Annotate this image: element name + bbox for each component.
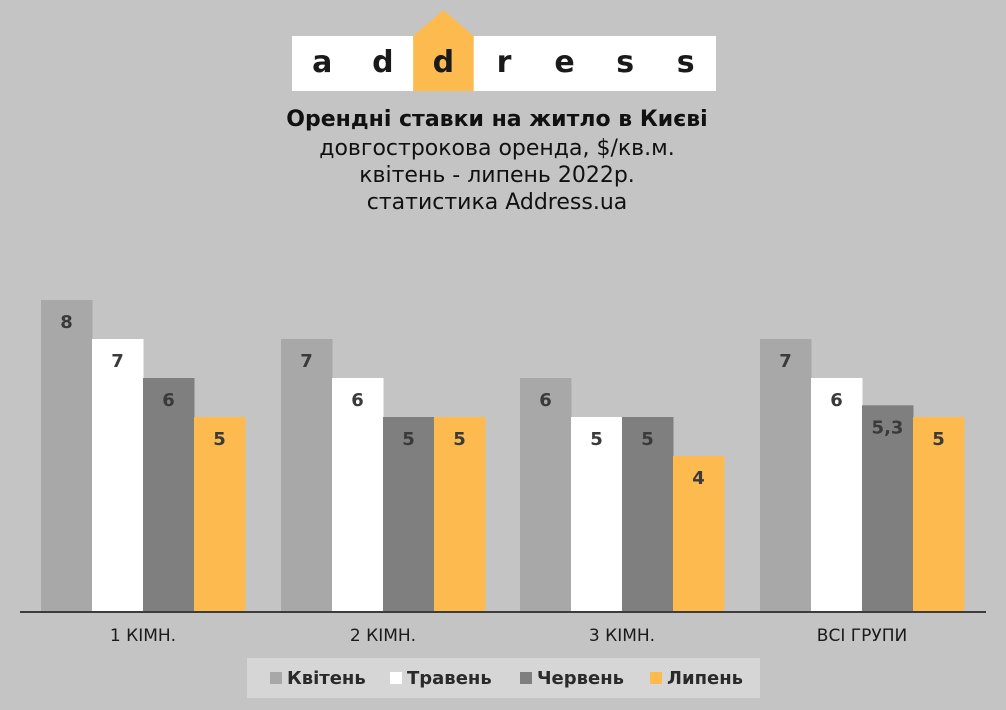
legend-swatch <box>270 672 282 684</box>
bar-value-label: 6 <box>539 390 552 411</box>
bar <box>571 417 623 612</box>
legend-swatch <box>520 672 532 684</box>
bar <box>913 417 965 612</box>
legend-label: Липень <box>667 668 743 689</box>
bar-group: 8 7 6 5 <box>41 300 246 612</box>
bar <box>41 300 93 612</box>
bar <box>281 339 333 612</box>
logo-letter: a <box>312 45 332 80</box>
legend-label: Травень <box>407 668 492 689</box>
logo-box <box>292 36 716 91</box>
bar <box>332 378 384 612</box>
legend-item: Квітень <box>270 668 366 689</box>
bar <box>434 417 486 612</box>
legend-item: Травень <box>390 668 492 689</box>
bar-value-label: 5,3 <box>872 417 904 438</box>
legend: Квітень Травень Червень Липень <box>270 668 743 689</box>
logo-letter: d <box>433 45 454 80</box>
bar-value-label: 7 <box>111 351 124 372</box>
logo-letter: s <box>616 45 634 80</box>
bar <box>862 405 914 612</box>
bar <box>760 339 812 612</box>
category-label: 3 КІМН. <box>589 626 655 646</box>
bar-value-label: 5 <box>453 429 466 450</box>
bar <box>622 417 674 612</box>
bar-value-label: 6 <box>162 390 175 411</box>
bar <box>143 378 195 612</box>
legend-swatch <box>390 672 402 684</box>
logo-letter: d <box>372 45 393 80</box>
bar-value-label: 5 <box>641 429 654 450</box>
logo-letter: s <box>677 45 695 80</box>
legend-swatch <box>650 672 662 684</box>
chart-header: Орендні ставки на житло в Києві довгостр… <box>286 107 707 215</box>
bar-value-label: 8 <box>60 312 73 333</box>
legend-item: Липень <box>650 668 743 689</box>
chart-subtitle-line-2: квітень - липень 2022р. <box>359 163 635 188</box>
bar-value-label: 5 <box>932 429 945 450</box>
category-label: 1 КІМН. <box>110 626 176 646</box>
bar-value-label: 6 <box>351 390 364 411</box>
logo-letter: r <box>497 45 512 80</box>
bar-value-label: 5 <box>590 429 603 450</box>
chart-subtitle-line-3: статистика Address.ua <box>367 190 628 215</box>
chart-title: Орендні ставки на житло в Києві <box>286 107 707 132</box>
bar-group: 7 6 5 5 <box>281 339 486 612</box>
legend-background <box>247 658 760 698</box>
legend-label: Квітень <box>287 668 366 689</box>
bar-value-label: 6 <box>830 390 843 411</box>
chart-subtitle-line-1: довгострокова оренда, $/кв.м. <box>319 136 674 161</box>
logo-house-icon <box>413 10 474 91</box>
logo-letter: e <box>554 45 574 80</box>
bar <box>383 417 435 612</box>
legend-item: Червень <box>520 668 624 689</box>
bar <box>92 339 144 612</box>
bar-value-label: 7 <box>779 351 792 372</box>
bar <box>673 456 725 612</box>
bar <box>194 417 246 612</box>
category-label: ВСІ ГРУПИ <box>817 626 907 646</box>
category-labels: 1 КІМН. 2 КІМН. 3 КІМН. ВСІ ГРУПИ <box>110 626 907 646</box>
category-label: 2 КІМН. <box>350 626 416 646</box>
bar-value-label: 4 <box>692 468 705 489</box>
bar-value-label: 5 <box>213 429 226 450</box>
bar-value-label: 5 <box>402 429 415 450</box>
bar-group: 6 5 5 4 <box>520 378 725 612</box>
bar-value-label: 7 <box>300 351 313 372</box>
bar <box>811 378 863 612</box>
legend-label: Червень <box>537 668 624 689</box>
bar <box>520 378 572 612</box>
bar-group: 765,35 <box>760 339 965 612</box>
